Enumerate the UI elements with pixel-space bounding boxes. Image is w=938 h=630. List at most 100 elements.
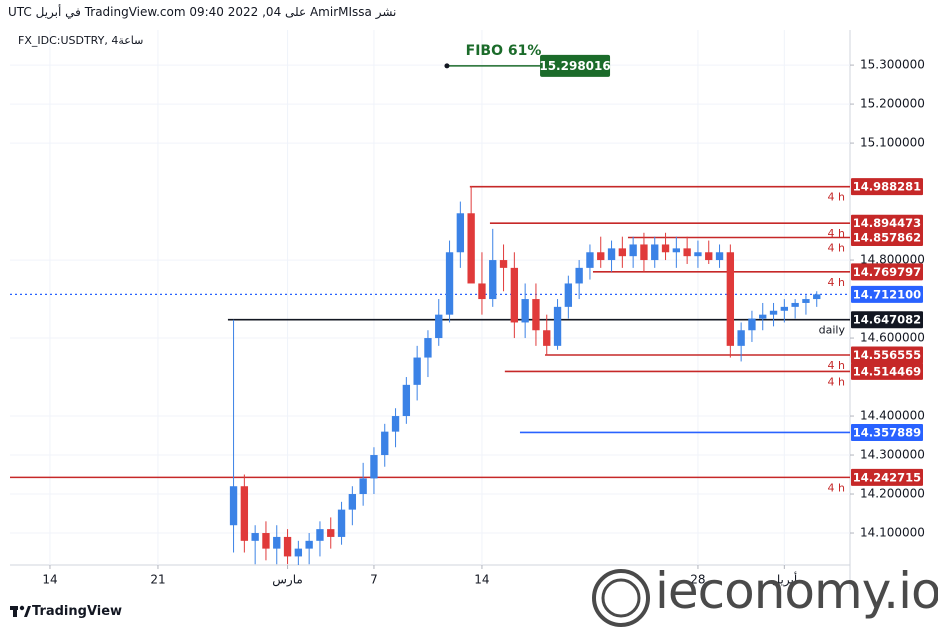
y-tick-label: 14.400000 bbox=[860, 409, 925, 423]
fibo-value: 15.298016 bbox=[539, 59, 610, 73]
footer: TradingView bbox=[32, 604, 123, 619]
candle-body bbox=[283, 536, 292, 557]
y-tick-label: 15.100000 bbox=[860, 136, 925, 150]
x-tick-label: 28 bbox=[690, 573, 705, 587]
price-label: 14.357889 bbox=[853, 425, 921, 439]
candle-body bbox=[359, 478, 367, 495]
candle-body bbox=[661, 244, 670, 253]
price-label: 14.857862 bbox=[853, 231, 921, 245]
level-label: 4 h bbox=[828, 359, 845, 372]
candle-body bbox=[402, 384, 411, 417]
y-tick-label: 14.100000 bbox=[860, 526, 925, 540]
candle-body bbox=[618, 248, 627, 257]
candles bbox=[229, 185, 821, 565]
logo bbox=[10, 569, 650, 627]
candle-body bbox=[607, 248, 616, 261]
candle-body bbox=[791, 302, 799, 307]
x-tick-label: 7 bbox=[370, 573, 378, 587]
candle-body bbox=[586, 252, 594, 268]
candle-body bbox=[737, 330, 745, 346]
candle-body bbox=[424, 338, 432, 358]
candle-body bbox=[467, 213, 475, 284]
candle-body bbox=[305, 540, 313, 549]
price-label: 14.712100 bbox=[853, 287, 921, 301]
price-label-box bbox=[851, 285, 923, 303]
candle-body bbox=[575, 267, 583, 284]
logo-stem bbox=[13, 606, 17, 617]
plot-area bbox=[10, 30, 850, 565]
price-label: 14.647082 bbox=[853, 313, 921, 327]
price-label-box bbox=[851, 178, 923, 196]
candle-body bbox=[381, 431, 389, 456]
y-tick-label: 15.200000 bbox=[860, 97, 925, 111]
candle-body bbox=[748, 318, 756, 331]
candle-body bbox=[629, 244, 637, 257]
level-label: 4 h bbox=[828, 375, 845, 388]
level-label: 4 h bbox=[828, 227, 845, 240]
y-tick-label: 15.300000 bbox=[860, 58, 925, 72]
price-label-box bbox=[851, 362, 923, 380]
candle-body bbox=[499, 260, 508, 268]
candle-body bbox=[489, 260, 497, 300]
level-label: 4 h bbox=[828, 191, 845, 204]
watermark: ieconomy.io bbox=[655, 562, 938, 620]
price-label-box bbox=[851, 346, 923, 364]
candle-body bbox=[337, 509, 346, 537]
candle-body bbox=[478, 283, 486, 300]
y-tick-label: 14.200000 bbox=[860, 487, 925, 501]
candle-body bbox=[553, 306, 562, 346]
candle-body bbox=[564, 283, 573, 307]
grid bbox=[10, 30, 850, 565]
watermark-logo-inner bbox=[601, 578, 641, 618]
candle-body bbox=[802, 299, 810, 303]
candle-body bbox=[348, 494, 357, 510]
candle-body bbox=[780, 306, 789, 311]
candle-body bbox=[316, 529, 324, 541]
candle-body bbox=[543, 330, 551, 346]
level-label: 4 h bbox=[828, 481, 845, 494]
candle-body bbox=[715, 252, 724, 261]
x-tick-label: 14 bbox=[474, 573, 489, 587]
candle-body bbox=[240, 486, 249, 541]
candle-body bbox=[327, 529, 335, 537]
candle-body bbox=[435, 314, 443, 339]
candle-body bbox=[769, 310, 778, 315]
logo-slash bbox=[24, 606, 31, 617]
candle-body bbox=[456, 213, 465, 253]
candle-body bbox=[251, 533, 259, 541]
candle-body bbox=[510, 267, 519, 323]
candle-body bbox=[521, 299, 529, 323]
price-label-box bbox=[851, 263, 923, 281]
candle-body bbox=[672, 248, 681, 253]
header: نشر AmirMIssa على TradingView.com 09:40 … bbox=[8, 5, 397, 19]
levels bbox=[10, 185, 850, 479]
price-label: 14.894473 bbox=[853, 216, 921, 230]
logo-dot bbox=[19, 605, 25, 611]
price-label: 14.556555 bbox=[853, 348, 921, 362]
y-tick-label: 14.800000 bbox=[860, 253, 925, 267]
candle-body bbox=[445, 252, 454, 315]
x-tick-label: 21 bbox=[150, 573, 165, 587]
candle-body bbox=[532, 299, 540, 331]
candle-body bbox=[294, 548, 303, 557]
price-label-box bbox=[851, 229, 923, 247]
candle-body bbox=[413, 357, 421, 385]
candle-body bbox=[262, 533, 270, 549]
price-label-box bbox=[851, 468, 923, 486]
fibo-anchor bbox=[444, 63, 450, 69]
candle-body bbox=[391, 416, 400, 432]
candle-body bbox=[694, 252, 702, 257]
x-tick-label: 14 bbox=[42, 573, 57, 587]
price-label-box bbox=[851, 423, 923, 441]
candle-body bbox=[813, 294, 821, 300]
candle-body bbox=[273, 536, 281, 549]
watermark-logo bbox=[592, 569, 650, 627]
candle-body bbox=[651, 244, 659, 261]
price-label-box bbox=[851, 214, 923, 232]
price-label: 14.242715 bbox=[853, 470, 921, 484]
fibo-text: FIBO 61% bbox=[466, 43, 542, 59]
candle-body bbox=[726, 252, 735, 346]
candle-body bbox=[640, 244, 648, 261]
